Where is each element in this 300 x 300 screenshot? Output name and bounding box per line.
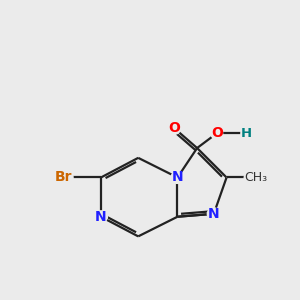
Text: H: H [241, 127, 252, 140]
Ellipse shape [244, 171, 268, 184]
Ellipse shape [211, 128, 223, 139]
Text: CH₃: CH₃ [244, 171, 268, 184]
Ellipse shape [207, 208, 220, 220]
Text: O: O [169, 122, 181, 135]
Ellipse shape [171, 172, 184, 183]
Ellipse shape [54, 171, 73, 184]
Text: Br: Br [55, 170, 72, 184]
Ellipse shape [169, 122, 180, 134]
Text: N: N [208, 207, 220, 221]
Ellipse shape [241, 128, 251, 139]
Text: N: N [172, 170, 183, 184]
Text: O: O [211, 126, 223, 140]
Text: N: N [95, 210, 107, 224]
Ellipse shape [94, 211, 107, 223]
